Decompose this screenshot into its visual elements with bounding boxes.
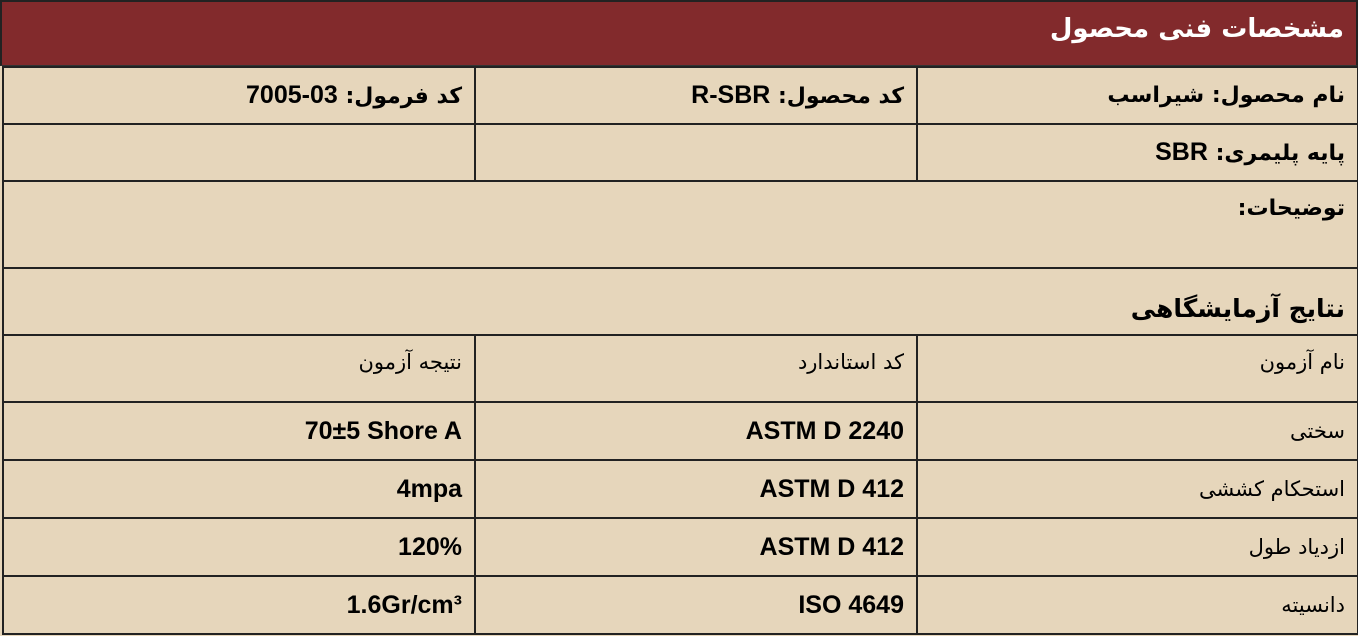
column-header: نام آزمون: [916, 334, 1358, 403]
table-row: ازدیاد طول ASTM D 412 120%: [2, 517, 1358, 577]
product-code-cell: کد محصول: R-SBR: [474, 66, 918, 125]
standard-code: ASTM D 2240: [745, 416, 904, 445]
formula-code-cell: کد فرمول: 7005-03: [2, 66, 476, 125]
product-name-cell: نام محصول: شیراسب: [916, 66, 1358, 125]
lab-results-title: نتایج آزمایشگاهی: [2, 267, 1358, 336]
empty-cell: [474, 123, 918, 182]
table-row: سختی ASTM D 2240 70±5 Shore A: [2, 401, 1358, 461]
empty-cell: [2, 123, 476, 182]
header-bar: مشخصات فنی محصول: [0, 0, 1358, 66]
test-result: 70±5 Shore A: [304, 416, 462, 445]
lab-header-row: نام آزمون کد استاندارد نتیجه آزمون: [2, 334, 1358, 403]
test-name: استحکام کششی: [916, 459, 1358, 519]
test-name: سختی: [916, 401, 1358, 461]
test-result: 1.6Gr/cm³: [346, 590, 462, 619]
test-name: دانسیته: [916, 575, 1358, 635]
info-row: پایه پلیمری: SBR: [2, 123, 1358, 182]
page-title: مشخصات فنی محصول: [1049, 14, 1344, 44]
description-cell: توضیحات:: [2, 180, 1358, 269]
standard-code: ASTM D 412: [759, 474, 904, 503]
polymer-base-cell: پایه پلیمری: SBR: [916, 123, 1358, 182]
standard-code: ASTM D 412: [759, 532, 904, 561]
standard-code: ISO 4649: [798, 590, 904, 619]
test-result: 4mpa: [396, 474, 462, 503]
spec-table: نام محصول: شیراسب کد محصول: R-SBR کد فرم…: [2, 66, 1358, 635]
test-result: 120%: [398, 532, 462, 561]
column-header: کد استاندارد: [474, 334, 918, 403]
table-row: دانسیته ISO 4649 1.6Gr/cm³: [2, 575, 1358, 635]
info-row: نام محصول: شیراسب کد محصول: R-SBR کد فرم…: [2, 66, 1358, 125]
test-name: ازدیاد طول: [916, 517, 1358, 577]
table-row: استحکام کششی ASTM D 412 4mpa: [2, 459, 1358, 519]
column-header: نتیجه آزمون: [2, 334, 476, 403]
